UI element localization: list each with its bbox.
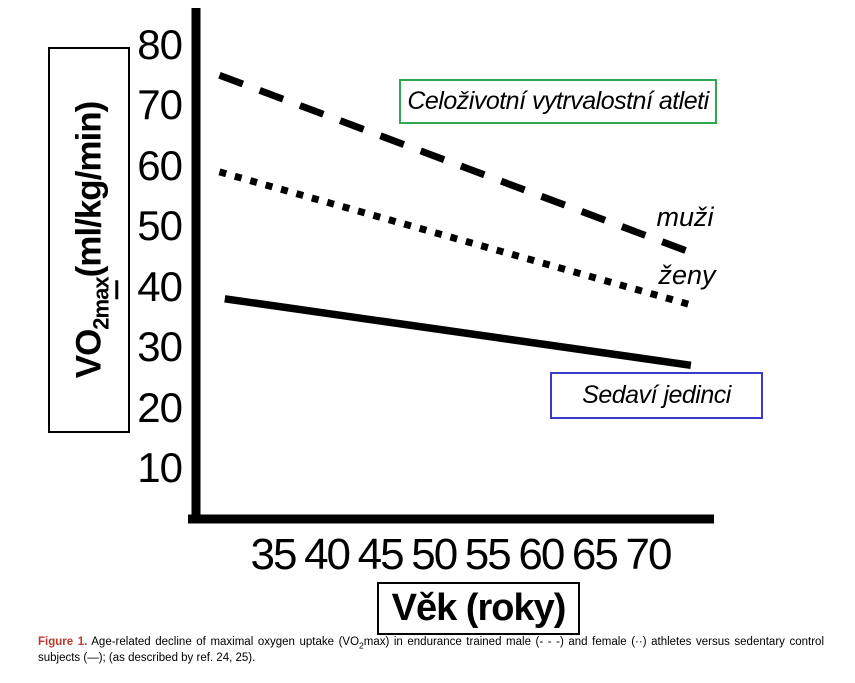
y-axis-label-box: VO2max (ml/kg/min): [48, 47, 130, 433]
y-tick-label: 50: [137, 202, 183, 250]
x-axis-label-box: Věk (roky): [377, 582, 580, 635]
x-axis-label: Věk (roky): [391, 587, 567, 629]
x-tick-label: 50: [411, 530, 458, 579]
athletes-annotation-label: Celoživotní vytrvalostní atleti: [407, 87, 709, 115]
figure-caption-text-2: max) in endurance trained male (- - -) a…: [38, 636, 824, 665]
y-tick-label: 60: [137, 141, 183, 189]
sedentary-annotation-box: Sedaví jedinci: [550, 372, 763, 419]
y-axis-label: VO2max (ml/kg/min): [69, 101, 119, 379]
female-line-label: ženy: [658, 260, 716, 290]
male-line-label: muži: [656, 202, 714, 232]
y-tick-label: 70: [137, 81, 183, 129]
y-tick-label: 40: [137, 262, 183, 310]
figure-caption: Figure 1. Age-related decline of maximal…: [38, 636, 824, 665]
x-tick-label: 40: [304, 530, 351, 579]
figure-caption-subscript: 2: [359, 640, 364, 651]
x-tick-label: 55: [464, 530, 512, 579]
athletes-annotation-box: Celoživotní vytrvalostní atleti: [399, 79, 717, 124]
y-tick-label: 20: [137, 383, 183, 431]
figure-caption-text-1: Age-related decline of maximal oxygen up…: [87, 636, 360, 648]
x-tick-label: 60: [518, 530, 565, 579]
sedentary-annotation-label: Sedaví jedinci: [582, 381, 731, 409]
y-tick-label: 30: [137, 323, 183, 371]
y-axis-label-post: (ml/kg/min): [69, 101, 109, 278]
sedentary-solid-line: [224, 295, 692, 369]
figure-caption-number: Figure 1.: [38, 636, 88, 648]
x-tick-label: 65: [571, 530, 619, 579]
female-athletes-dotted-line: [218, 168, 692, 309]
y-tick-label: 10: [137, 444, 183, 491]
x-tick-label: 70: [625, 530, 673, 579]
y-axis-label-subscript: 2max: [88, 277, 119, 330]
x-tick-label: 35: [250, 530, 298, 579]
x-tick-label: 45: [357, 530, 405, 579]
y-tick-label: 80: [137, 21, 183, 68]
y-axis-label-pre: VO: [69, 329, 109, 379]
